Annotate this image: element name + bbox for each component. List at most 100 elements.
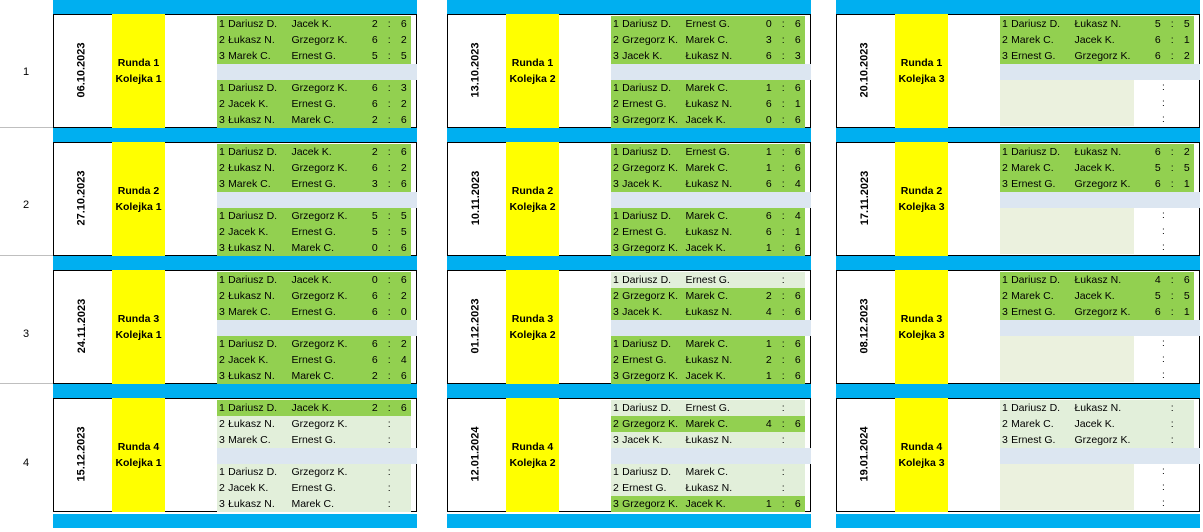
match-row[interactable]: 2 Ernest G. Łukasz N. 6:1 — [611, 224, 805, 240]
match-row[interactable]: 1 Dariusz D. Łukasz N.: — [1000, 400, 1194, 416]
match-row[interactable]: 1 Dariusz D. Marek C. 1:6 — [611, 80, 805, 96]
home-score[interactable]: 2 — [765, 354, 772, 366]
match-row[interactable]: 3 Ernest G. Grzegorz K.: — [1000, 432, 1194, 448]
match-row[interactable]: 3 Grzegorz K. Jacek K. 1:6 — [611, 368, 805, 384]
away-score[interactable]: 2 — [400, 162, 407, 174]
away-score[interactable]: 6 — [1183, 274, 1190, 286]
away-score[interactable]: 3 — [400, 82, 407, 94]
match-row[interactable]: 2 Łukasz N. Grzegorz K. 6:2 — [217, 32, 411, 48]
away-score[interactable]: 6 — [794, 338, 801, 350]
home-score[interactable]: 6 — [1154, 306, 1161, 318]
away-score[interactable]: 6 — [794, 242, 801, 254]
home-score[interactable]: 5 — [1154, 162, 1161, 174]
match-row[interactable]: 1 Dariusz D. Ernest G. 1:6 — [611, 144, 805, 160]
away-score[interactable]: 2 — [1183, 50, 1190, 62]
match-row[interactable]: 3 Marek C. Ernest G.: — [217, 432, 411, 448]
home-score[interactable]: 2 — [371, 146, 378, 158]
match-row[interactable]: 1 Dariusz D. Ernest G. 0:6 — [611, 16, 805, 32]
home-score[interactable]: 2 — [371, 114, 378, 126]
home-score[interactable]: 6 — [1154, 146, 1161, 158]
match-row[interactable]: 2 Ernest G. Łukasz N.: — [611, 480, 805, 496]
away-score[interactable]: 5 — [400, 210, 407, 222]
away-score[interactable]: 6 — [794, 418, 801, 430]
home-score[interactable]: 6 — [765, 98, 772, 110]
match-row[interactable]: 2 Łukasz N. Grzegorz K. 6:2 — [217, 288, 411, 304]
match-row[interactable]: 3 Jacek K. Łukasz N.: — [611, 432, 805, 448]
home-score[interactable]: 6 — [1154, 50, 1161, 62]
match-row[interactable]: 2 Marek C. Jacek K.: — [1000, 416, 1194, 432]
home-score[interactable]: 2 — [765, 290, 772, 302]
away-score[interactable]: 6 — [794, 498, 801, 510]
home-score[interactable]: 6 — [765, 226, 772, 238]
away-score[interactable]: 6 — [794, 146, 801, 158]
home-score[interactable]: 2 — [371, 370, 378, 382]
home-score[interactable]: 5 — [371, 226, 378, 238]
away-score[interactable]: 2 — [1183, 146, 1190, 158]
match-row[interactable]: 3 Jacek K. Łukasz N. 6:3 — [611, 48, 805, 64]
match-row[interactable]: 1 Dariusz D. Ernest G.: — [611, 400, 805, 416]
home-score[interactable]: 0 — [765, 18, 772, 30]
home-score[interactable]: 6 — [371, 82, 378, 94]
away-score[interactable]: 6 — [794, 18, 801, 30]
away-score[interactable]: 1 — [1183, 34, 1190, 46]
match-row[interactable]: 1 Dariusz D. Grzegorz K. 6:3 — [217, 80, 411, 96]
match-row[interactable]: 1 Dariusz D. Grzegorz K. 5:5 — [217, 208, 411, 224]
away-score[interactable]: 5 — [400, 50, 407, 62]
match-row[interactable]: 1 Dariusz D. Łukasz N. 4:6 — [1000, 272, 1194, 288]
home-score[interactable]: 6 — [371, 338, 378, 350]
away-score[interactable]: 2 — [400, 338, 407, 350]
home-score[interactable]: 6 — [371, 34, 378, 46]
away-score[interactable]: 0 — [400, 306, 407, 318]
away-score[interactable]: 2 — [400, 290, 407, 302]
home-score[interactable]: 0 — [765, 114, 772, 126]
home-score[interactable]: 4 — [1154, 274, 1161, 286]
match-row[interactable]: 3 Marek C. Ernest G. 6:0 — [217, 304, 411, 320]
home-score[interactable]: 6 — [765, 178, 772, 190]
match-row[interactable]: 2 Jacek K. Ernest G.: — [217, 480, 411, 496]
home-score[interactable]: 5 — [1154, 18, 1161, 30]
away-score[interactable]: 5 — [400, 226, 407, 238]
match-row[interactable]: 3 Marek C. Ernest G. 3:6 — [217, 176, 411, 192]
away-score[interactable]: 6 — [794, 306, 801, 318]
match-row[interactable]: 3 Jacek K. Łukasz N. 4:6 — [611, 304, 805, 320]
match-row[interactable]: 1 Dariusz D. Jacek K. 0:6 — [217, 272, 411, 288]
away-score[interactable]: 6 — [794, 82, 801, 94]
match-row[interactable]: 2 Grzegorz K. Marek C. 4:6 — [611, 416, 805, 432]
away-score[interactable]: 6 — [794, 354, 801, 366]
away-score[interactable]: 5 — [1183, 18, 1190, 30]
match-row[interactable]: 3 Marek C. Ernest G. 5:5 — [217, 48, 411, 64]
away-score[interactable]: 6 — [794, 290, 801, 302]
away-score[interactable]: 6 — [794, 34, 801, 46]
match-row[interactable]: 2 Ernest G. Łukasz N. 2:6 — [611, 352, 805, 368]
home-score[interactable]: 5 — [371, 210, 378, 222]
match-row[interactable]: 2 Marek C. Jacek K. 5:5 — [1000, 288, 1194, 304]
away-score[interactable]: 6 — [400, 178, 407, 190]
match-row[interactable]: 2 Grzegorz K. Marek C. 3:6 — [611, 32, 805, 48]
home-score[interactable]: 6 — [371, 162, 378, 174]
match-row[interactable]: 2 Jacek K. Ernest G. 5:5 — [217, 224, 411, 240]
match-row[interactable]: 3 Łukasz N. Marek C. 0:6 — [217, 240, 411, 256]
home-score[interactable]: 2 — [371, 402, 378, 414]
match-row[interactable]: 3 Łukasz N. Marek C. 2:6 — [217, 368, 411, 384]
home-score[interactable]: 2 — [371, 18, 378, 30]
away-score[interactable]: 5 — [1183, 290, 1190, 302]
match-row[interactable]: 1 Dariusz D. Grzegorz K.: — [217, 464, 411, 480]
match-row[interactable]: 2 Łukasz N. Grzegorz K.: — [217, 416, 411, 432]
match-row[interactable]: 1 Dariusz D. Jacek K. 2:6 — [217, 16, 411, 32]
match-row[interactable]: 1 Dariusz D. Marek C. 1:6 — [611, 336, 805, 352]
away-score[interactable]: 4 — [794, 210, 801, 222]
away-score[interactable]: 1 — [794, 98, 801, 110]
home-score[interactable]: 6 — [1154, 34, 1161, 46]
away-score[interactable]: 2 — [400, 98, 407, 110]
match-row[interactable]: 1 Dariusz D. Marek C. 6:4 — [611, 208, 805, 224]
home-score[interactable]: 1 — [765, 338, 772, 350]
match-row[interactable]: 1 Dariusz D. Marek C.: — [611, 464, 805, 480]
away-score[interactable]: 6 — [400, 114, 407, 126]
away-score[interactable]: 6 — [400, 402, 407, 414]
home-score[interactable]: 4 — [765, 418, 772, 430]
match-row[interactable]: 3 Jacek K. Łukasz N. 6:4 — [611, 176, 805, 192]
away-score[interactable]: 1 — [1183, 306, 1190, 318]
away-score[interactable]: 4 — [400, 354, 407, 366]
home-score[interactable]: 6 — [765, 50, 772, 62]
match-row[interactable]: 2 Ernest G. Łukasz N. 6:1 — [611, 96, 805, 112]
